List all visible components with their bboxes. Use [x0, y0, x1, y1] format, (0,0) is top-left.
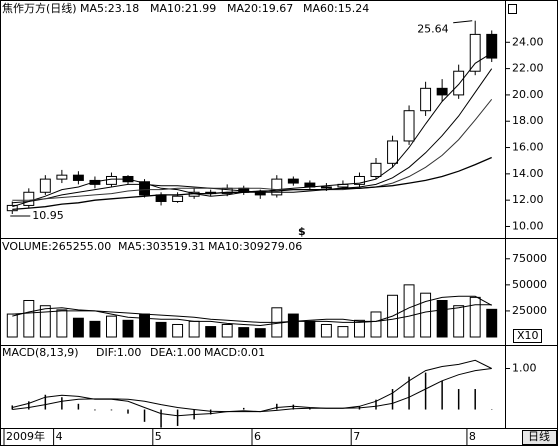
- y-tick-label: 20.00: [512, 88, 544, 101]
- candle-body: [139, 181, 150, 196]
- panel-title: MA5:23.18: [80, 2, 139, 15]
- candle-body: [172, 195, 184, 202]
- period-button-label[interactable]: 日线: [528, 429, 550, 443]
- candle-body: [287, 178, 299, 184]
- y-tick-label: 24.00: [512, 35, 544, 48]
- volume-bar: [436, 299, 448, 338]
- panel-title: MA10:21.99: [150, 2, 216, 15]
- ma-line: [12, 368, 492, 413]
- candle-body: [271, 178, 283, 196]
- y-tick-label: 25000: [512, 304, 547, 317]
- volume-bar: [6, 313, 18, 338]
- event-marker: $: [298, 225, 306, 238]
- window-icon[interactable]: [508, 4, 517, 14]
- x-tick-label: 7: [353, 430, 360, 443]
- panel-title: VOLUME:265255.00: [2, 240, 111, 253]
- candle-body: [106, 175, 117, 185]
- volume-bar: [420, 292, 432, 338]
- volume-bar: [39, 305, 51, 338]
- panel-title: MA20:19.67: [227, 2, 293, 15]
- candle-body: [6, 204, 18, 212]
- volume-bar: [320, 323, 332, 338]
- candle-body: [420, 87, 432, 112]
- candle-body: [23, 191, 35, 206]
- volume-bar: [155, 321, 167, 338]
- volume-bar: [287, 313, 299, 338]
- candle-body: [453, 70, 465, 96]
- volume-bar: [469, 296, 481, 338]
- panel-title: 焦作万方(日线): [2, 1, 77, 15]
- panel-title: MA5:303519.31: [118, 240, 205, 253]
- y-tick-label: 16.00: [512, 141, 544, 154]
- y-tick-label: 1.00: [512, 362, 537, 375]
- volume-bar: [172, 323, 184, 338]
- panel-title: MA60:15.24: [303, 2, 369, 15]
- period-button[interactable]: [522, 430, 557, 445]
- y-tick-label: 75000: [512, 252, 547, 265]
- candle-body: [320, 186, 332, 189]
- candle-body: [155, 194, 167, 202]
- volume-bar: [337, 326, 349, 338]
- y-tick-label: 14.00: [512, 167, 544, 180]
- panel-title: DIF:1.00: [96, 346, 141, 359]
- volume-bar: [354, 319, 365, 338]
- volume-bar: [304, 320, 316, 338]
- volume-bar: [188, 320, 200, 338]
- ma-line: [12, 52, 492, 208]
- volume-bar: [254, 328, 266, 338]
- ma-line: [12, 304, 492, 323]
- volume-bar: [370, 311, 382, 338]
- candle-body: [354, 175, 365, 185]
- ma-line: [12, 68, 493, 204]
- volume-bar: [205, 326, 217, 338]
- candle-body: [436, 87, 448, 96]
- x-tick-label: 2009年: [6, 429, 45, 443]
- y-tick-label: 22.00: [512, 62, 544, 75]
- ma-line: [12, 98, 493, 201]
- volume-bar: [122, 319, 134, 338]
- candle-body: [387, 140, 398, 164]
- candle-body: [89, 179, 101, 185]
- candle-body: [469, 33, 481, 72]
- high-label: 25.64: [417, 23, 449, 36]
- volume-bar: [106, 315, 117, 338]
- unit-box: [513, 329, 542, 343]
- volume-bar: [221, 323, 233, 338]
- volume-bar: [72, 317, 84, 338]
- x-tick-label: 4: [56, 430, 63, 443]
- volume-bar: [56, 309, 68, 338]
- x-tick-label: 5: [155, 430, 162, 443]
- ma-line: [12, 156, 492, 211]
- panel-title: MA10:309279.06: [208, 240, 302, 253]
- y-tick-label: 12.00: [512, 193, 544, 206]
- y-tick-label: 18.00: [512, 114, 544, 127]
- high-arrow: [453, 20, 473, 24]
- volume-bar: [238, 327, 250, 338]
- volume-bar: [89, 320, 101, 338]
- y-tick-label: 50000: [512, 278, 547, 291]
- panel-title: MACD:0.01: [204, 346, 265, 359]
- panel-title: MACD(8,13,9): [2, 346, 79, 359]
- volume-bar: [453, 305, 465, 338]
- ma-line: [12, 359, 492, 417]
- volume-bar: [486, 308, 498, 338]
- candle-body: [486, 33, 498, 59]
- candle-body: [370, 162, 382, 177]
- unit-label: X10: [517, 329, 539, 342]
- candle-body: [72, 174, 84, 181]
- x-tick-label: 8: [469, 430, 476, 443]
- volume-bar: [403, 284, 415, 338]
- low-label: 10.95: [32, 209, 64, 222]
- panel-title: DEA:1.00: [150, 346, 201, 359]
- x-tick-label: 6: [254, 430, 261, 443]
- candle-body: [403, 110, 415, 142]
- y-tick-label: 10.00: [512, 219, 544, 232]
- volume-bar: [23, 299, 35, 338]
- candle-body: [56, 174, 68, 180]
- candle-body: [39, 178, 51, 193]
